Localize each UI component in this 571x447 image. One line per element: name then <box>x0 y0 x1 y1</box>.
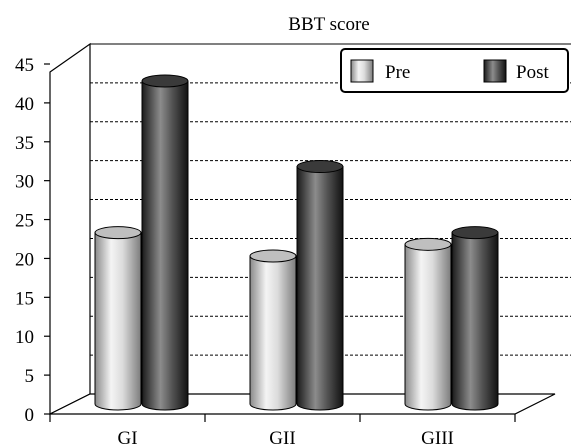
y-axis: 0 5 10 15 20 25 30 35 40 45 <box>15 55 50 426</box>
x-tick-label: GII <box>269 428 295 447</box>
legend-label-post: Post <box>516 62 549 83</box>
x-tick-label: GIII <box>421 428 454 447</box>
bar-pre-giii <box>404 237 452 411</box>
y-tick-label: 30 <box>15 172 34 193</box>
y-tick-label: 0 <box>25 405 35 426</box>
legend-swatch-pre <box>350 59 374 83</box>
legend-box <box>340 48 569 93</box>
bar-body <box>94 232 142 411</box>
side-wall <box>49 42 91 415</box>
bars <box>94 74 499 411</box>
bar-pre-gi <box>94 226 142 411</box>
x-axis: GI GII GIII <box>49 414 516 447</box>
y-tick-label: 40 <box>15 94 34 115</box>
bar-cap <box>451 226 499 240</box>
y-tick-label: 15 <box>15 288 34 309</box>
bar-cap <box>141 74 189 88</box>
y-tick-label: 45 <box>15 55 34 76</box>
bar-body <box>296 166 344 411</box>
chart-title: BBT score <box>288 14 369 35</box>
bar-post-gi <box>141 74 189 411</box>
y-tick-label: 10 <box>15 327 34 348</box>
y-tick-label: 5 <box>25 366 35 387</box>
bar-cap <box>404 237 452 251</box>
legend-swatch-post <box>483 59 507 83</box>
legend: Pre Post <box>340 48 569 93</box>
bar-post-giii <box>451 226 499 411</box>
bar-body <box>451 232 499 411</box>
bar-cap <box>249 249 297 263</box>
bar-cap <box>296 160 344 174</box>
y-tick-label: 20 <box>15 249 34 270</box>
y-tick-label: 25 <box>15 211 34 232</box>
bar-body <box>404 243 452 411</box>
y-tick-label: 35 <box>15 133 34 154</box>
bar-body <box>249 255 297 411</box>
bar-pre-gii <box>249 249 297 411</box>
bar-post-gii <box>296 160 344 411</box>
x-tick-label: GI <box>117 428 137 447</box>
legend-label-pre: Pre <box>385 62 410 83</box>
bar-body <box>141 80 189 411</box>
bar-cap <box>94 226 142 240</box>
